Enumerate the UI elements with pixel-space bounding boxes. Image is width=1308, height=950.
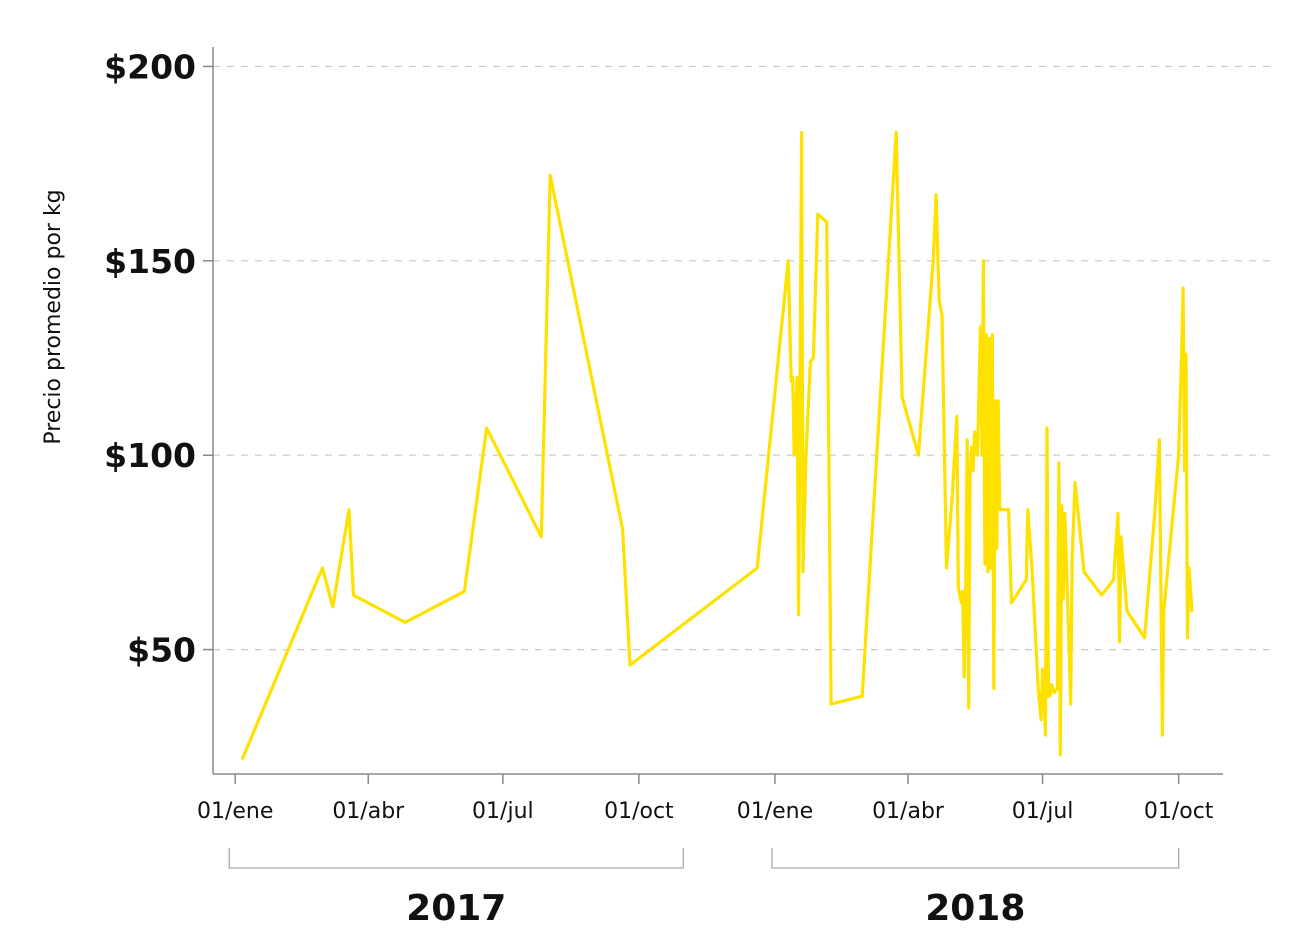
y-tick-label-2: $100	[104, 436, 196, 475]
x-tick-label-0: 01/ene	[197, 799, 273, 824]
x-tick-label-5: 01/abr	[872, 799, 945, 824]
x-tick-label-7: 01/oct	[1144, 799, 1214, 824]
axes	[212, 47, 1223, 775]
y-tick-label-1: $150	[104, 242, 196, 281]
x-tick-label-1: 01/abr	[332, 799, 405, 824]
series-line-0	[241, 130, 1194, 761]
x-tick-label-4: 01/ene	[737, 799, 813, 824]
year-label-0: 2017	[406, 888, 506, 929]
x-ticks: 01/ene 01/abr 01/jul 01/oct 01/ene 01/abr 01/j…	[197, 774, 1214, 824]
year-bracket-0	[228, 848, 684, 869]
y-axis-label: Precio promedio por kg	[41, 189, 66, 444]
gridlines	[213, 65, 1272, 651]
y-tick-label-0: $200	[104, 47, 196, 86]
y-tick-label-3: $50	[127, 631, 196, 670]
x-tick-label-6: 01/jul	[1012, 799, 1074, 824]
year-brackets: 2017 2018	[228, 848, 1180, 929]
year-bracket-1	[771, 848, 1180, 869]
series-group	[241, 130, 1194, 761]
year-label-1: 2018	[925, 888, 1025, 929]
x-tick-label-2: 01/jul	[472, 799, 534, 824]
x-tick-label-3: 01/oct	[604, 799, 674, 824]
y-ticks: $200 $150 $100 $50	[104, 47, 213, 670]
